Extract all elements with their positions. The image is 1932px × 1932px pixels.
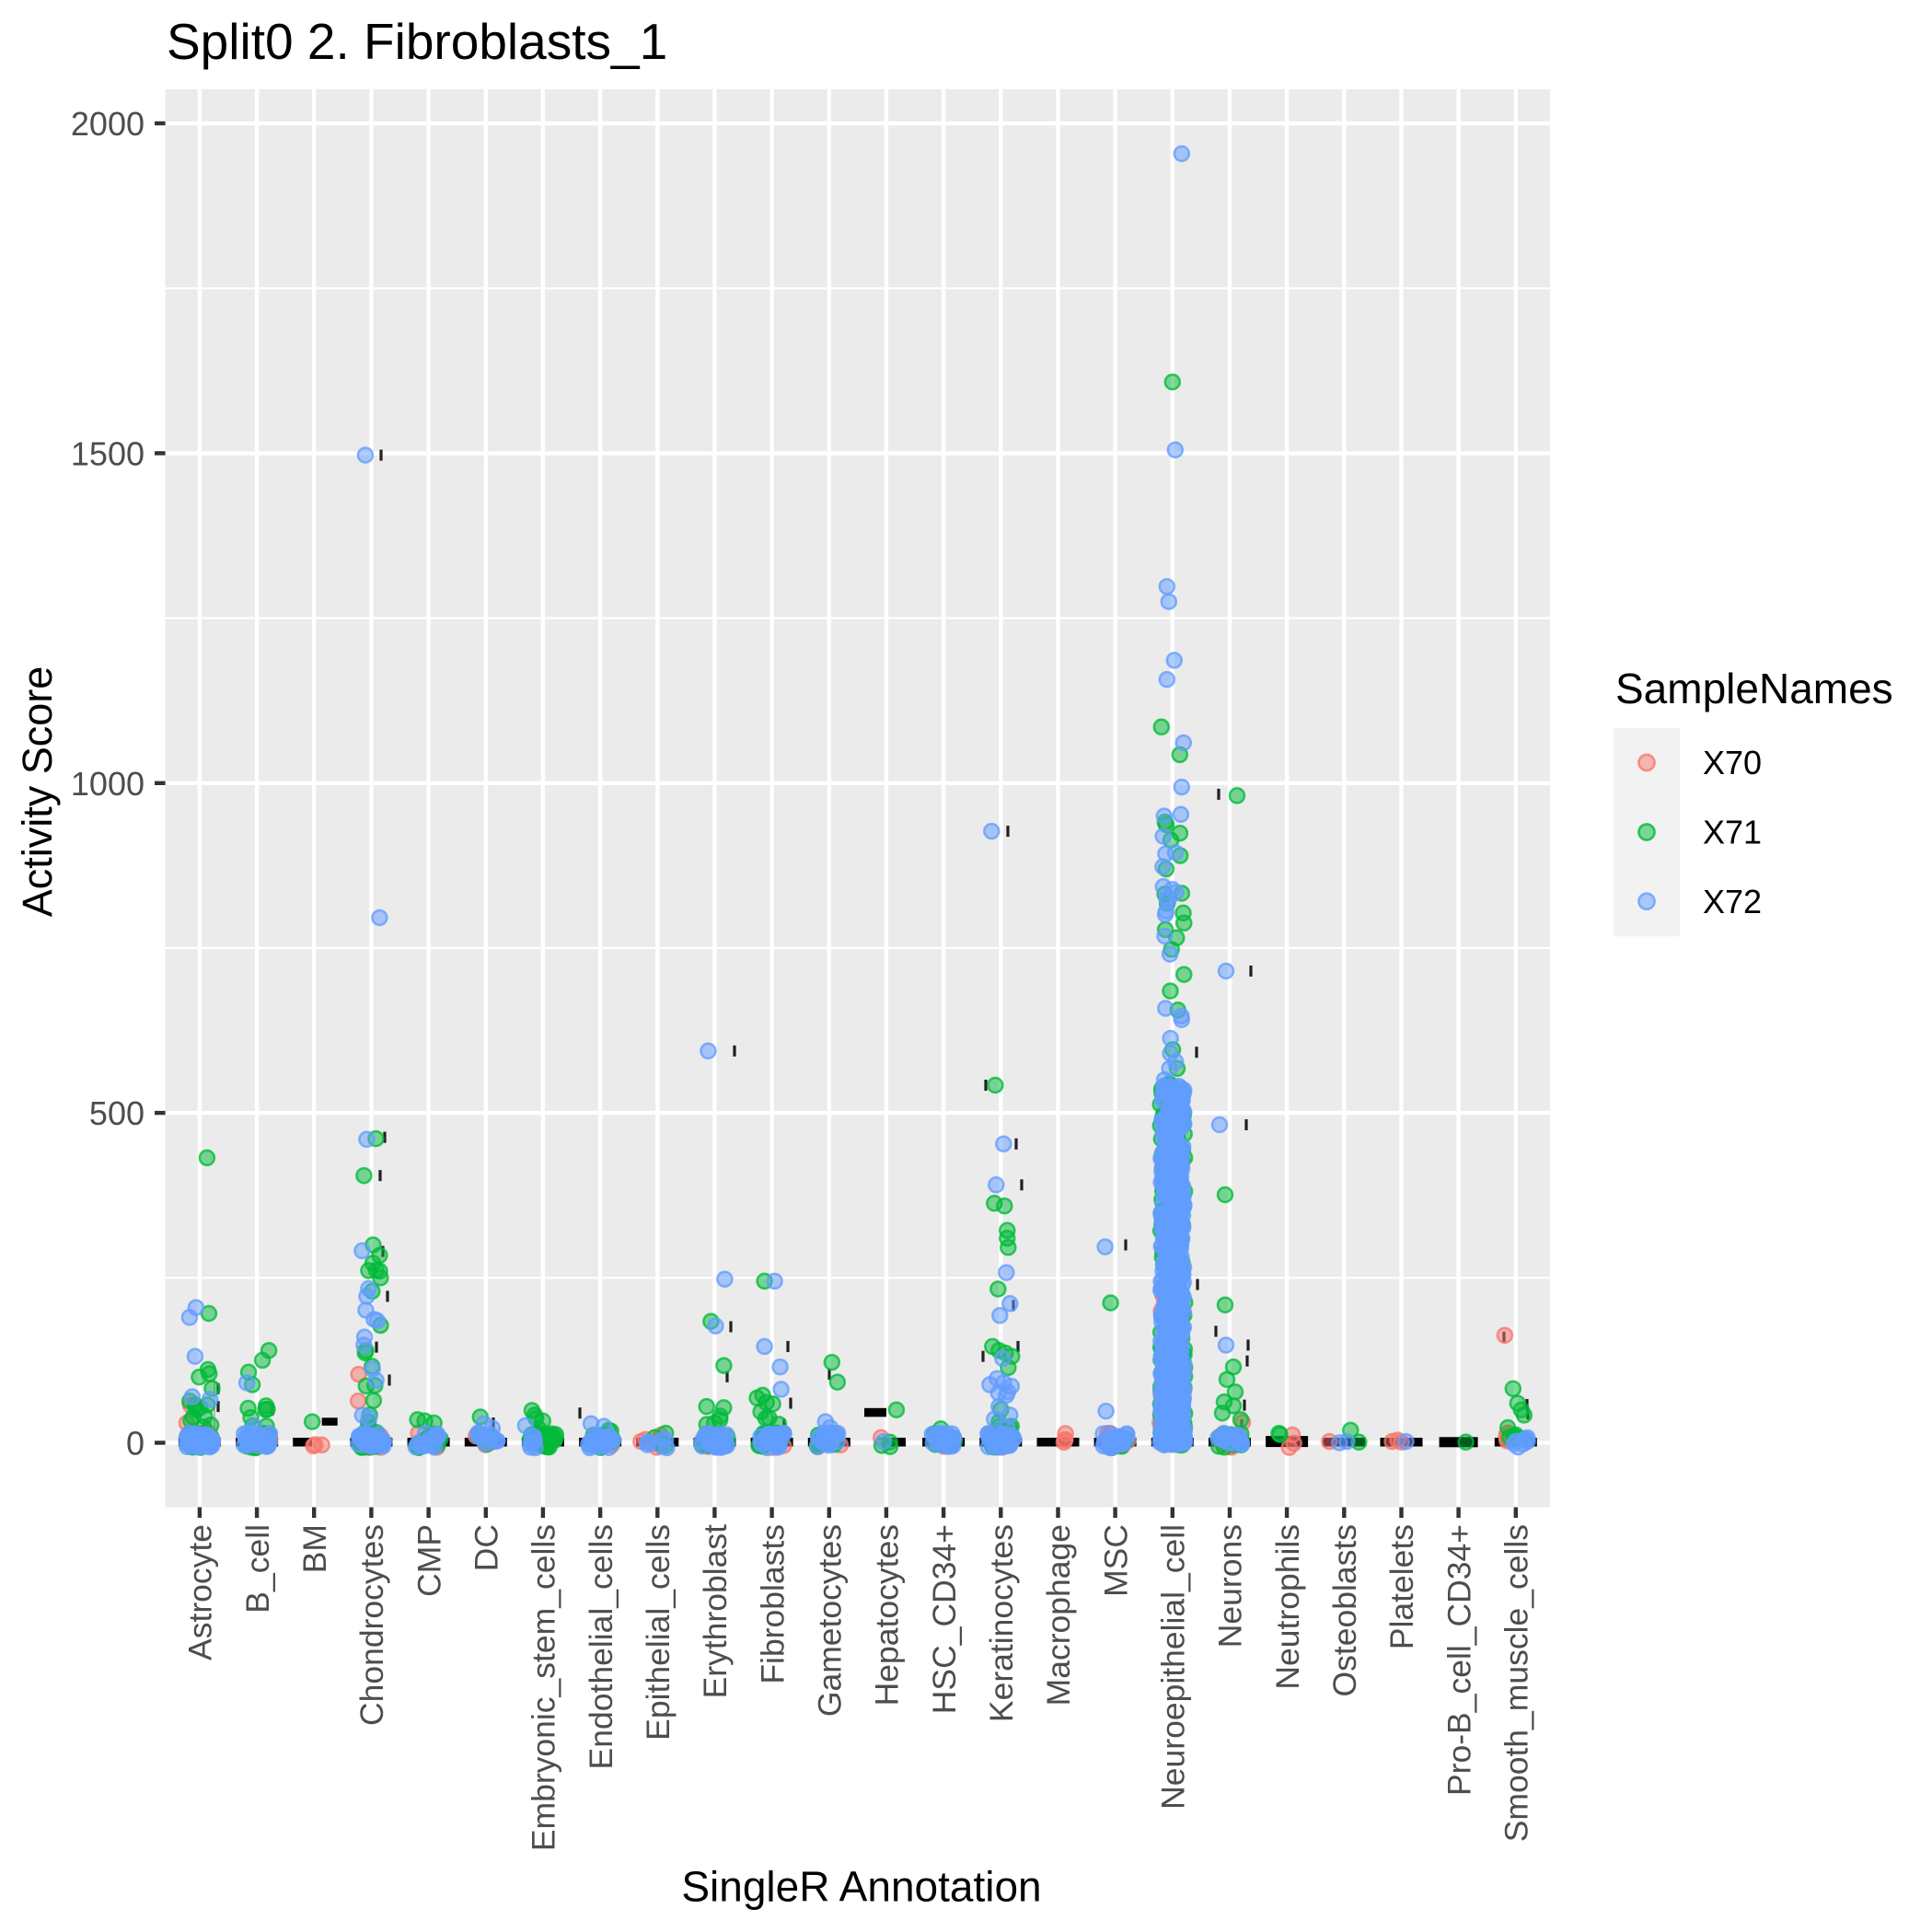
- svg-text:Osteoblasts: Osteoblasts: [1326, 1524, 1363, 1696]
- svg-text:CMP: CMP: [411, 1524, 447, 1597]
- svg-text:Keratinocytes: Keratinocytes: [983, 1524, 1020, 1722]
- svg-text:BM: BM: [296, 1524, 333, 1573]
- svg-text:Endothelial_cells: Endothelial_cells: [583, 1524, 619, 1769]
- svg-text:SingleR Annotation: SingleR Annotation: [681, 1863, 1041, 1911]
- svg-text:2000: 2000: [71, 105, 145, 143]
- svg-text:Macrophage: Macrophage: [1040, 1524, 1077, 1706]
- svg-text:DC: DC: [469, 1524, 505, 1571]
- svg-text:Pro-B_cell_CD34+: Pro-B_cell_CD34+: [1440, 1524, 1477, 1796]
- svg-text:X71: X71: [1703, 814, 1762, 851]
- svg-text:Astrocyte: Astrocyte: [182, 1524, 219, 1660]
- svg-text:Fibroblasts: Fibroblasts: [754, 1524, 791, 1684]
- svg-text:Neutrophils: Neutrophils: [1269, 1524, 1306, 1690]
- svg-text:Activity Score: Activity Score: [14, 666, 61, 918]
- svg-text:Chondrocytes: Chondrocytes: [353, 1524, 390, 1726]
- svg-text:SampleNames: SampleNames: [1615, 665, 1893, 712]
- svg-text:Hepatocytes: Hepatocytes: [869, 1524, 906, 1706]
- svg-text:Neurons: Neurons: [1212, 1524, 1249, 1648]
- svg-text:1000: 1000: [71, 765, 145, 803]
- svg-text:X70: X70: [1703, 744, 1762, 781]
- svg-text:Gametocytes: Gametocytes: [812, 1524, 849, 1717]
- svg-text:500: 500: [89, 1094, 145, 1132]
- svg-text:Platelets: Platelets: [1383, 1524, 1420, 1649]
- svg-text:MSC: MSC: [1097, 1524, 1134, 1597]
- svg-text:Epithelial_cells: Epithelial_cells: [640, 1524, 677, 1741]
- svg-text:Neuroepithelial_cell: Neuroepithelial_cell: [1155, 1524, 1192, 1810]
- svg-text:Erythroblast: Erythroblast: [697, 1524, 734, 1699]
- svg-text:X72: X72: [1703, 883, 1762, 920]
- svg-text:Split0 2. Fibroblasts_1: Split0 2. Fibroblasts_1: [167, 13, 667, 70]
- svg-text:Smooth_muscle_cells: Smooth_muscle_cells: [1498, 1524, 1535, 1842]
- svg-text:HSC_CD34+: HSC_CD34+: [926, 1524, 963, 1714]
- svg-text:0: 0: [126, 1425, 145, 1463]
- svg-text:1500: 1500: [71, 435, 145, 473]
- svg-text:B_cell: B_cell: [239, 1524, 276, 1614]
- svg-text:Embryonic_stem_cells: Embryonic_stem_cells: [526, 1524, 562, 1851]
